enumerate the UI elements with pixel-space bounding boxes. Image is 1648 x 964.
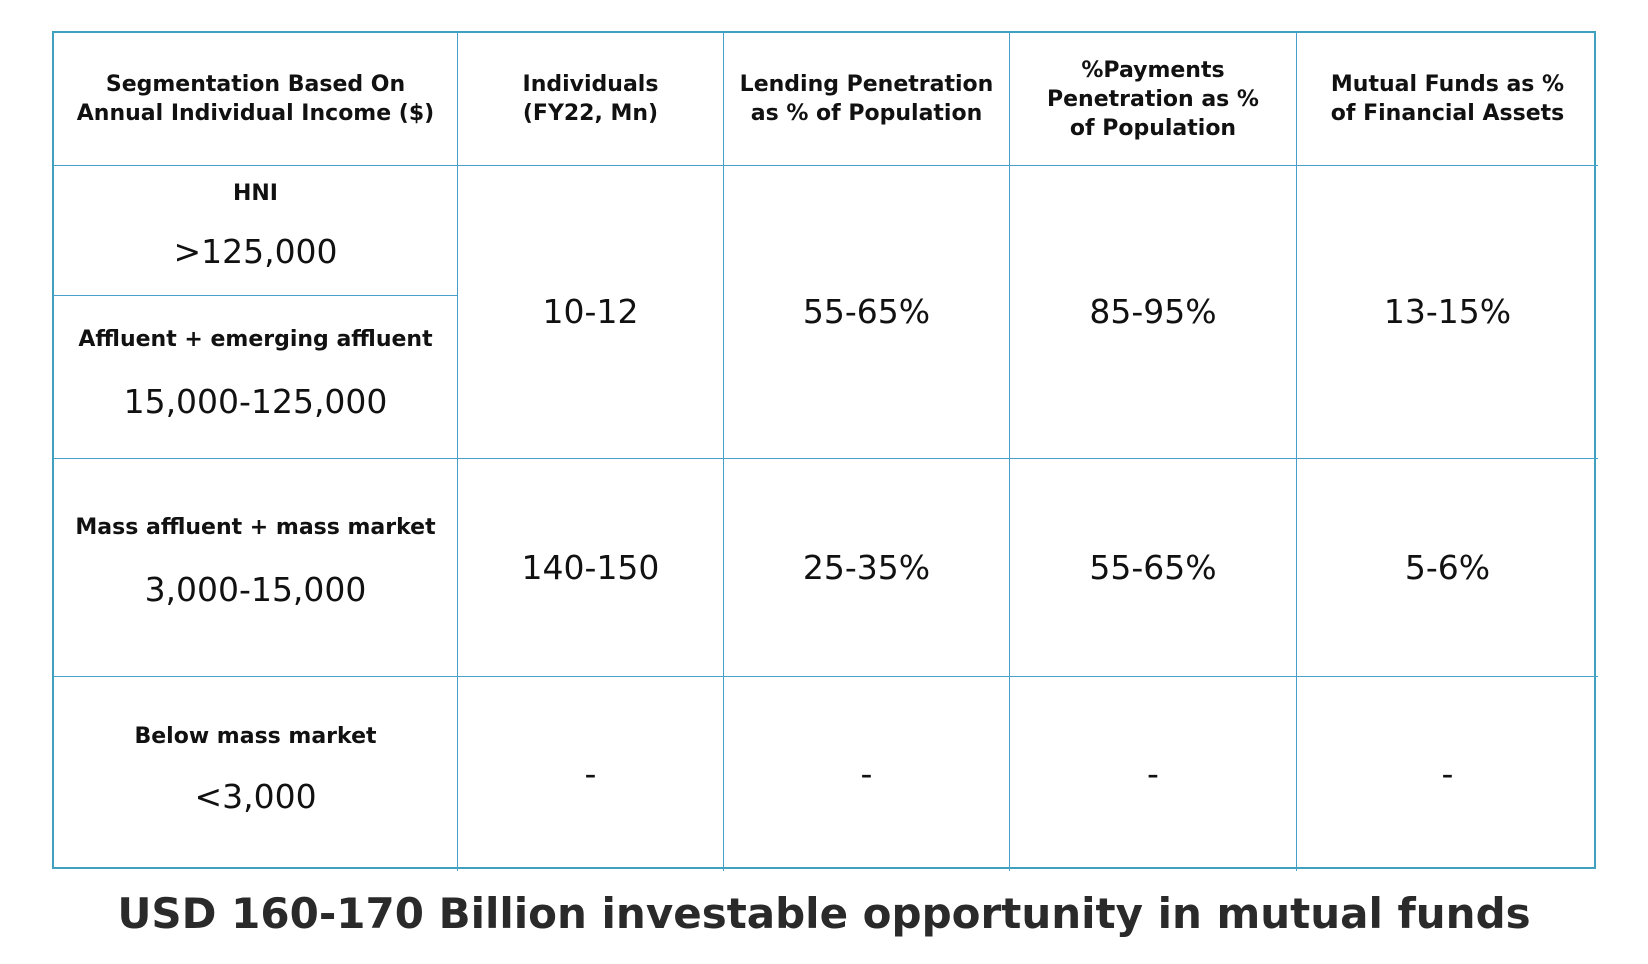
table-cell-individuals: 10-12: [458, 166, 724, 459]
header-individuals: Individuals (FY22, Mn): [458, 33, 724, 166]
segment-range: 3,000-15,000: [144, 570, 367, 609]
table-cell-lending: 25-35%: [724, 459, 1010, 677]
segment-range: 15,000-125,000: [123, 382, 388, 421]
segment-name: Affluent + emerging affluent: [78, 327, 433, 352]
segmentation-table: Segmentation Based On Annual Individual …: [52, 31, 1598, 871]
table-cell-lending: -: [724, 677, 1010, 871]
segment-range: <3,000: [194, 777, 317, 816]
segment-cell-affluent: Affluent + emerging affluent 15,000-125,…: [54, 296, 458, 459]
header-payments-penetration: %Payments Penetration as % of Population: [1010, 33, 1297, 166]
table-cell-payments: -: [1010, 677, 1297, 871]
segment-name: Mass affluent + mass market: [75, 515, 436, 540]
header-mutual-funds: Mutual Funds as % of Financial Assets: [1297, 33, 1598, 166]
table-cell-mutual-funds: 13-15%: [1297, 166, 1598, 459]
table-cell-payments: 85-95%: [1010, 166, 1297, 459]
segment-name: HNI: [232, 181, 278, 206]
table-cell-mutual-funds: 5-6%: [1297, 459, 1598, 677]
footer-caption: USD 160-170 Billion investable opportuni…: [117, 889, 1531, 938]
table-cell-payments: 55-65%: [1010, 459, 1297, 677]
segment-cell-hni: HNI >125,000: [54, 166, 458, 296]
segment-cell-mass-affluent: Mass affluent + mass market 3,000-15,000: [54, 459, 458, 677]
table-cell-mutual-funds: -: [1441, 754, 1454, 793]
table-cell-individuals: -: [458, 677, 724, 871]
header-lending-penetration: Lending Penetration as % of Population: [724, 33, 1010, 166]
segment-name: Below mass market: [134, 724, 377, 749]
header-segmentation: Segmentation Based On Annual Individual …: [54, 33, 458, 166]
segment-range: >125,000: [173, 232, 338, 271]
segment-cell-below-mass: Below mass market <3,000: [54, 677, 458, 871]
table-cell-lending: 55-65%: [724, 166, 1010, 459]
table-cell-individuals: 140-150: [458, 459, 724, 677]
